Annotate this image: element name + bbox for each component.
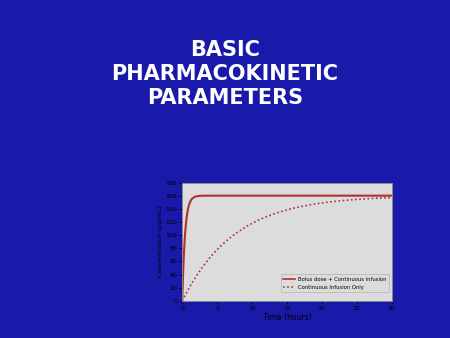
Y-axis label: Concentration (µg/mL): Concentration (µg/mL) [158, 206, 163, 277]
X-axis label: Time (hours): Time (hours) [262, 313, 311, 322]
Legend: Bolus dose + Continuous Infusion, Continuous Infusion Only: Bolus dose + Continuous Infusion, Contin… [281, 274, 389, 292]
Text: BASIC
PHARMACOKINETIC
PARAMETERS: BASIC PHARMACOKINETIC PARAMETERS [112, 40, 338, 108]
